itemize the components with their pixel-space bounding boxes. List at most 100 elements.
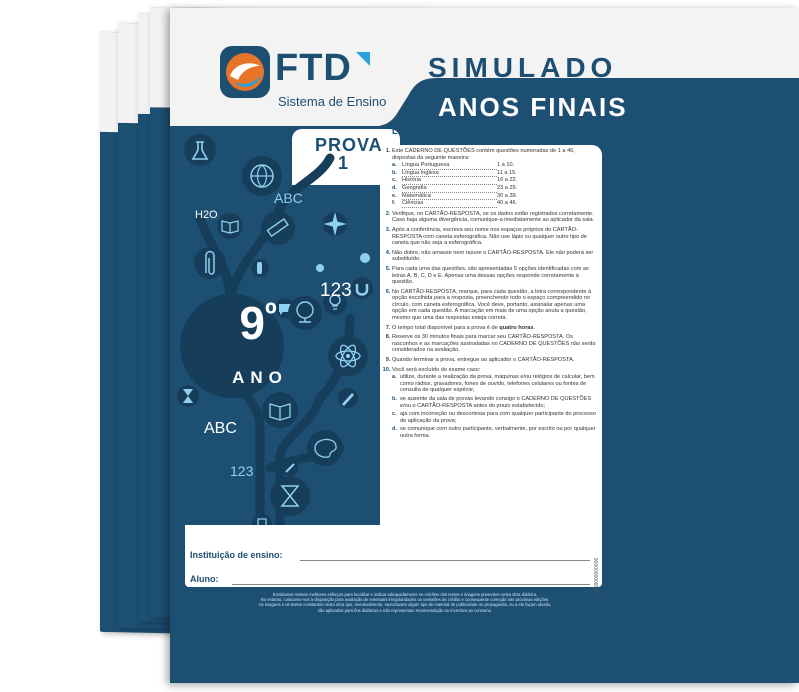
subject-range: 16 a 22.	[497, 177, 518, 184]
grade-word: ANO	[232, 368, 288, 387]
student-label: Aluno:	[190, 574, 219, 584]
subject-list: a. Língua Portuguesa 1 a 10. b. Língua Ingl…	[392, 162, 596, 208]
subject-name: Língua Portuguesa	[402, 162, 497, 170]
instructions-heading: LEIA ATENTAMENTE AS INSTRUÇÕES ABAIXO	[392, 126, 595, 136]
instruction-text: O tempo total disponível para a prova é …	[392, 324, 500, 331]
subject-letter: c.	[392, 177, 397, 184]
exclusion-row: b. se ausente da sala de provas levando c…	[392, 396, 596, 409]
footer-credits: Envidamos nossos melhores esforços para …	[210, 592, 600, 613]
exclusion-row: d. se comunique com outro participante, v…	[392, 426, 596, 439]
exclusion-row: a. utilize, durante a realização da prova…	[392, 374, 596, 394]
subject-row: d. Geografia 23 a 29.	[392, 185, 596, 193]
book-icon	[217, 213, 243, 239]
subject-letter: d.	[392, 184, 397, 191]
compass-star-icon	[323, 212, 347, 236]
subject-row: f. Ciências 40 a 46.	[392, 200, 596, 208]
instruction-item: Para cada uma das questões, são apresent…	[392, 266, 596, 286]
exclusion-text: aja com incorreção ou descortesia para c…	[400, 411, 596, 424]
subject-range: 40 a 46.	[497, 200, 518, 207]
institution-line[interactable]	[300, 560, 590, 561]
exclusion-text: se ausente da sala de provas levando con…	[400, 396, 592, 409]
side-code: 9158000000006	[594, 557, 600, 594]
document-icon	[252, 514, 272, 528]
grade-number: 9	[239, 297, 265, 349]
instruction-item: Após a conferência, escreva seu nome nos…	[392, 227, 596, 247]
instruction-item: Reserve os 30 minutos finais para marcar…	[392, 334, 596, 354]
institution-label: Instituição de ensino:	[190, 550, 283, 560]
hourglass-icon	[177, 385, 199, 407]
exclusion-text: utilize, durante a realização da prova, …	[400, 374, 595, 394]
subject-row: c. História 16 a 22.	[392, 177, 596, 185]
exclusion-letter: b.	[392, 396, 397, 402]
test-tube-icon	[251, 259, 269, 277]
student-line[interactable]	[232, 584, 590, 585]
prova-label: PROVA	[315, 135, 383, 155]
small-dots-icon	[316, 253, 370, 272]
subject-name: História	[402, 177, 497, 185]
wrench-icon	[282, 460, 298, 476]
beaker-icon	[184, 134, 216, 166]
brand-subtitle: Sistema de Ensino	[278, 94, 387, 109]
globe-icon	[242, 156, 282, 196]
subject-letter: e.	[392, 192, 397, 199]
instructions-panel	[380, 145, 602, 525]
subject-letter: b.	[392, 169, 397, 176]
subject-name: Geografia	[402, 185, 497, 193]
subject-letter: a.	[392, 162, 397, 169]
subject-letter: f.	[392, 200, 396, 207]
instruction-item: Este CADERNO DE QUESTÕES contém questões…	[392, 148, 596, 208]
open-book-icon	[262, 392, 298, 428]
exclusion-list: a. utilize, durante a realização da prova…	[392, 374, 596, 439]
prova-number: 1	[338, 153, 349, 173]
subject-range: 1 a 10.	[497, 162, 515, 169]
instruction-bold: quatro horas	[499, 324, 534, 331]
hourglass-large-icon	[270, 476, 310, 516]
atom-icon	[328, 336, 368, 376]
subject-name: Matemática	[402, 193, 497, 201]
abc-label-bottom: ABC	[204, 420, 237, 437]
grade-ordinal: º	[264, 296, 277, 332]
exclusion-letter: a.	[392, 374, 397, 381]
instruction-item: No CARTÃO-RESPOSTA, marque, para cada qu…	[392, 289, 596, 322]
ftd-logo-icon	[220, 46, 270, 98]
knowledge-tree-illustration: ABC H2O 123 ABC 123	[177, 134, 373, 528]
cover-header-shape	[170, 8, 799, 126]
exclusion-letter: c.	[392, 411, 397, 418]
footer-line: são aplicados para fins didáticos e não …	[317, 607, 493, 613]
instruction-item: Você será excluído do exame caso: a.util…	[392, 367, 596, 440]
subject-range: 30 a 39.	[497, 192, 518, 199]
magnet-icon	[351, 277, 373, 299]
instruction-text: Você será excluído do exame caso:	[392, 366, 481, 373]
instructions-list: Este CADERNO DE QUESTÕES contém questões…	[382, 148, 596, 443]
instruction-text: Este CADERNO DE QUESTÕES contém questões…	[392, 148, 575, 161]
grade-badge	[180, 294, 284, 398]
instruction-text: .	[533, 324, 536, 331]
subject-range: 11 a 15.	[497, 169, 517, 176]
grade-block: 9º	[198, 296, 318, 350]
exclusion-text: se comunique com outro participante, ver…	[400, 426, 596, 439]
pencil-icon	[338, 388, 358, 408]
numbers-123-label-bottom: 123	[230, 463, 254, 479]
subject-range: 23 a 29.	[497, 184, 518, 191]
abc-label-top: ABC	[274, 190, 303, 206]
footer-line: Envidamos nossos melhores esforços para …	[272, 592, 538, 597]
instruction-item: Quando terminar a prova, entregue ao apl…	[392, 357, 596, 364]
numbers-123-label-mid: 123	[320, 280, 352, 301]
footer-line: As imagens e os textos constantes nesta …	[258, 602, 552, 608]
brand-name: FTD	[275, 47, 352, 89]
instruction-item: O tempo total disponível para a prova é …	[392, 325, 596, 332]
h2o-label: H2O	[195, 209, 218, 221]
desk-globe-icon	[288, 296, 322, 330]
palette-icon	[307, 430, 343, 466]
bulb-icon	[323, 291, 347, 315]
exclusion-row: c. aja com incorreção ou descortesia para…	[392, 411, 596, 424]
paperclip-icon	[194, 247, 226, 279]
subject-row: a. Língua Portuguesa 1 a 10.	[392, 162, 596, 170]
title-simulado: SIMULADO	[428, 52, 618, 83]
subject-name: Ciências	[402, 200, 497, 208]
instruction-item: Verifique, no CARTÃO-RESPOSTA, se os dad…	[392, 211, 596, 224]
instruction-item: Não dobre, não amasse nem rasure o CARTÃ…	[392, 250, 596, 263]
booklet-cover: FTD Sistema de Ensino SIMULADO ANOS FINA…	[170, 8, 799, 683]
footer-line: No entanto, colocamo-nos à disposição pa…	[260, 597, 550, 603]
identification-form	[185, 525, 602, 587]
